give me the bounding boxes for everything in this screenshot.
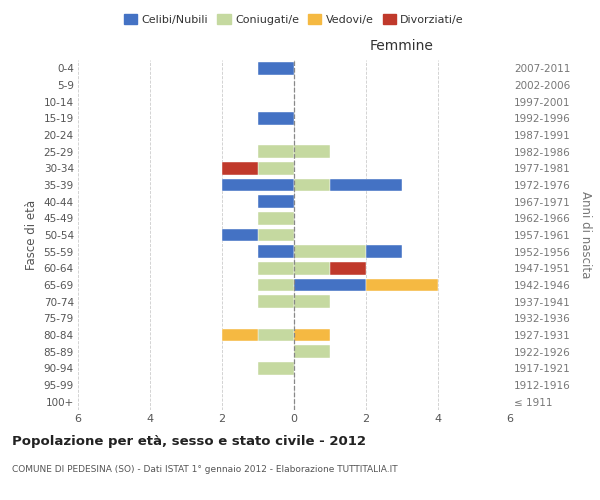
Bar [222, 179, 294, 192]
Bar [294, 329, 330, 341]
Bar [258, 229, 294, 241]
Bar [294, 346, 330, 358]
Bar [366, 246, 402, 258]
Bar [258, 62, 294, 74]
Bar [222, 162, 258, 174]
Bar [258, 279, 294, 291]
Text: Femmine: Femmine [370, 39, 434, 53]
Bar [258, 362, 294, 374]
Text: Popolazione per età, sesso e stato civile - 2012: Popolazione per età, sesso e stato civil… [12, 435, 366, 448]
Bar [222, 329, 258, 341]
Y-axis label: Fasce di età: Fasce di età [25, 200, 38, 270]
Bar [294, 262, 330, 274]
Bar [294, 296, 330, 308]
Bar [258, 196, 294, 208]
Bar [330, 179, 402, 192]
Bar [366, 279, 438, 291]
Bar [258, 296, 294, 308]
Bar [258, 246, 294, 258]
Bar [258, 212, 294, 224]
Bar [294, 146, 330, 158]
Bar [294, 279, 366, 291]
Bar [258, 146, 294, 158]
Bar [258, 262, 294, 274]
Bar [294, 179, 330, 192]
Legend: Celibi/Nubili, Coniugati/e, Vedovi/e, Divorziati/e: Celibi/Nubili, Coniugati/e, Vedovi/e, Di… [119, 10, 469, 29]
Bar [258, 112, 294, 124]
Y-axis label: Anni di nascita: Anni di nascita [579, 192, 592, 278]
Bar [330, 262, 366, 274]
Text: COMUNE DI PEDESINA (SO) - Dati ISTAT 1° gennaio 2012 - Elaborazione TUTTITALIA.I: COMUNE DI PEDESINA (SO) - Dati ISTAT 1° … [12, 465, 398, 474]
Bar [294, 246, 366, 258]
Bar [258, 162, 294, 174]
Bar [258, 329, 294, 341]
Bar [222, 229, 258, 241]
